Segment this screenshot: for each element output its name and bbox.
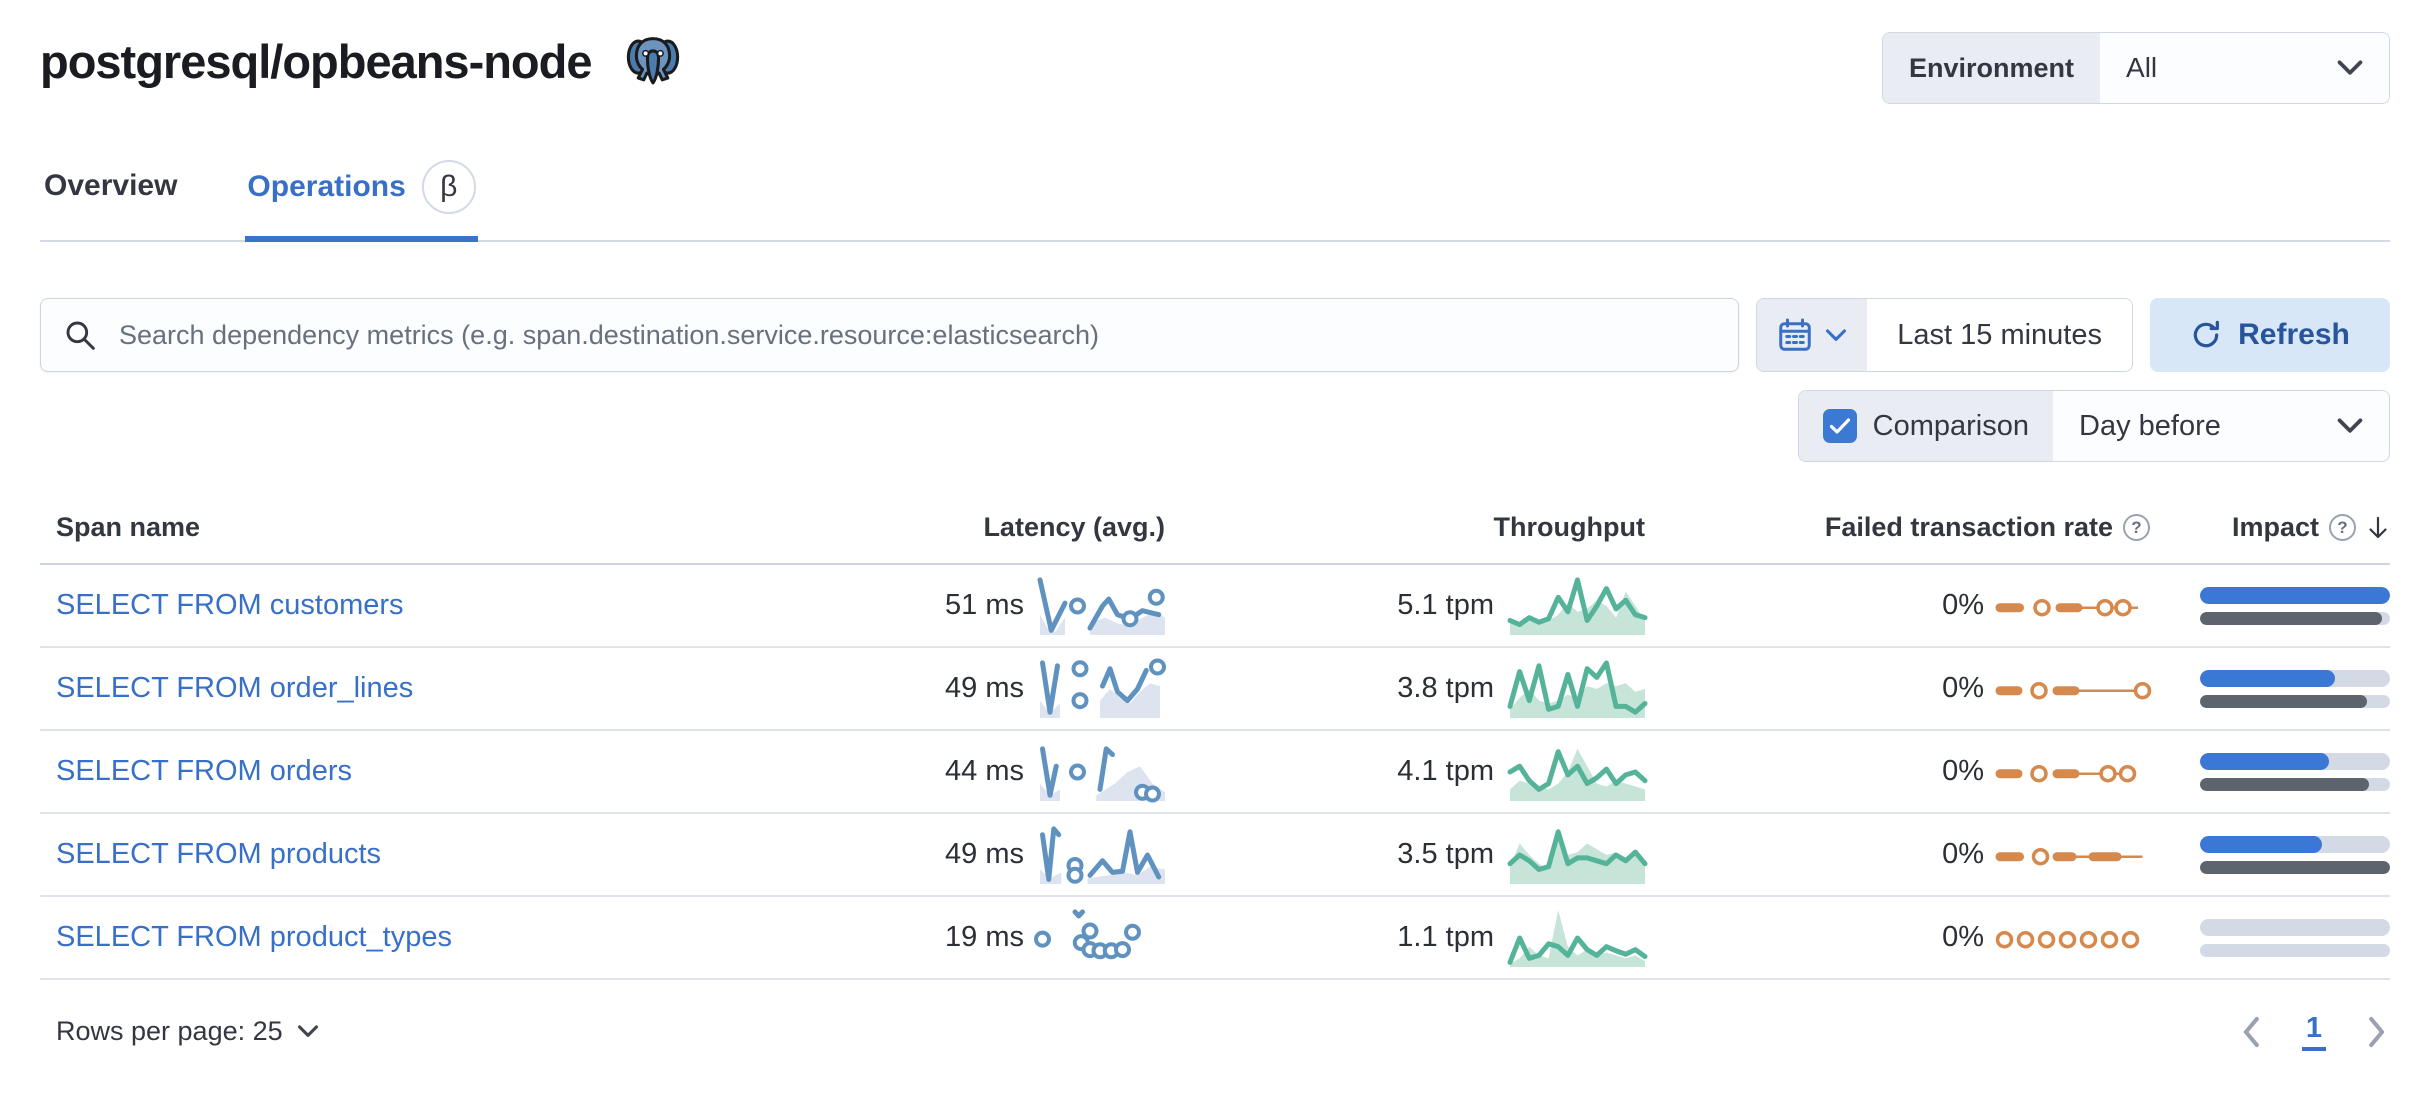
failed-rate-value: 0%	[1942, 672, 1984, 704]
throughput-value: 3.8 tpm	[1397, 672, 1494, 704]
latency-sparkline	[1037, 576, 1165, 635]
table-row: SELECT FROM customers 51 ms 5.1 tpm 0%	[40, 565, 2390, 648]
comparison-select[interactable]: Day before	[2053, 391, 2389, 461]
table-row: SELECT FROM product_types 19 ms 1.1 tpm …	[40, 897, 2390, 980]
throughput-sparkline	[1507, 576, 1648, 635]
search-icon	[64, 319, 96, 351]
comparison-checkbox[interactable]: Comparison	[1798, 391, 2053, 461]
operations-table: Span name Latency (avg.) Throughput Fail…	[40, 512, 2390, 980]
impact-current-bar	[2200, 835, 2322, 853]
latency-sparkline	[1040, 657, 1166, 718]
span-name-link[interactable]: SELECT FROM product_types	[56, 921, 452, 953]
refresh-icon	[2190, 319, 2222, 351]
pagination: 1	[2240, 1012, 2388, 1051]
table-footer: Rows per page: 25 1	[40, 1012, 2390, 1051]
failed-rate-sparkline	[1995, 921, 2150, 955]
latency-value: 19 ms	[945, 921, 1024, 953]
calendar-icon	[1777, 317, 1813, 353]
table-row: SELECT FROM orders 44 ms 4.1 tpm 0%	[40, 731, 2390, 814]
tab-bar: Overview Operations β	[40, 150, 2390, 242]
environment-value: All	[2126, 52, 2158, 83]
failed-rate-sparkline	[1995, 755, 2150, 789]
failed-rate-value: 0%	[1942, 921, 1984, 953]
column-latency[interactable]: Latency (avg.)	[983, 512, 1165, 542]
impact-previous-bar	[2200, 860, 2390, 874]
chevron-down-icon	[1825, 329, 1847, 342]
throughput-sparkline	[1507, 826, 1648, 884]
chevron-down-icon	[2337, 418, 2363, 434]
column-failed-rate[interactable]: Failed transaction rate ?	[1645, 512, 2150, 543]
span-name-link[interactable]: SELECT FROM products	[56, 838, 382, 870]
throughput-value: 5.1 tpm	[1397, 589, 1494, 621]
chevron-down-icon	[297, 1025, 319, 1038]
impact-bars	[2200, 752, 2390, 791]
table-header: Span name Latency (avg.) Throughput Fail…	[40, 512, 2390, 565]
latency-sparkline	[1040, 825, 1165, 884]
page-title: postgresql/opbeans-node	[40, 34, 592, 88]
throughput-sparkline	[1507, 743, 1648, 801]
column-impact[interactable]: Impact ?	[2150, 512, 2390, 543]
impact-current-bar	[2200, 752, 2330, 770]
comparison-row: Comparison Day before	[40, 390, 2390, 462]
rows-per-page-button[interactable]: Rows per page: 25	[56, 1016, 319, 1047]
tab-overview[interactable]: Overview	[44, 169, 178, 202]
sort-desc-icon	[2366, 515, 2390, 541]
impact-previous-bar	[2200, 694, 2368, 708]
column-throughput[interactable]: Throughput	[1493, 512, 1645, 542]
help-icon: ?	[2329, 514, 2356, 541]
page-number-1[interactable]: 1	[2301, 1012, 2326, 1051]
impact-bars	[2200, 835, 2390, 874]
previous-page-button[interactable]	[2240, 1016, 2262, 1048]
failed-rate-value: 0%	[1942, 589, 1984, 621]
time-range-button[interactable]: Last 15 minutes	[1867, 299, 2132, 371]
checkbox-checked-icon	[1822, 409, 1857, 443]
impact-previous-bar	[2200, 777, 2370, 791]
failed-rate-sparkline	[1995, 838, 2150, 872]
throughput-value: 3.5 tpm	[1397, 838, 1494, 870]
span-name-link[interactable]: SELECT FROM order_lines	[56, 672, 414, 704]
failed-rate-value: 0%	[1942, 838, 1984, 870]
help-icon: ?	[2123, 514, 2150, 541]
impact-bars	[2200, 586, 2390, 625]
latency-value: 49 ms	[945, 838, 1024, 870]
column-span-name: Span name	[56, 512, 201, 542]
span-name-link[interactable]: SELECT FROM orders	[56, 755, 352, 787]
impact-bars	[2200, 669, 2390, 708]
beta-badge: β	[421, 160, 476, 214]
table-body: SELECT FROM customers 51 ms 5.1 tpm 0% S…	[40, 565, 2390, 980]
latency-sparkline	[1034, 908, 1165, 967]
throughput-value: 1.1 tpm	[1397, 921, 1494, 953]
postgresql-icon	[622, 30, 684, 94]
refresh-button[interactable]: Refresh	[2150, 298, 2390, 372]
table-row: SELECT FROM products 49 ms 3.5 tpm 0%	[40, 814, 2390, 897]
failed-rate-value: 0%	[1942, 755, 1984, 787]
impact-current-bar	[2200, 586, 2390, 604]
toolbar: Last 15 minutes Refresh	[40, 298, 2390, 372]
chevron-down-icon	[2337, 60, 2363, 76]
comparison-label: Comparison	[1872, 409, 2029, 442]
latency-value: 44 ms	[945, 755, 1024, 787]
environment-label: Environment	[1883, 33, 2101, 103]
failed-rate-sparkline	[1995, 672, 2152, 706]
latency-value: 51 ms	[945, 589, 1024, 621]
tab-operations[interactable]: Operations β	[245, 150, 478, 242]
impact-bars	[2200, 918, 2390, 957]
impact-current-bar	[2200, 669, 2335, 687]
environment-select[interactable]: Environment All	[1882, 32, 2390, 104]
date-picker: Last 15 minutes	[1756, 298, 2133, 372]
failed-rate-sparkline	[1995, 589, 2150, 623]
throughput-value: 4.1 tpm	[1397, 755, 1494, 787]
throughput-sparkline	[1507, 659, 1648, 718]
impact-previous-bar	[2200, 611, 2383, 625]
search-input[interactable]	[40, 298, 1740, 372]
table-row: SELECT FROM order_lines 49 ms 3.8 tpm 0%	[40, 648, 2390, 731]
latency-value: 49 ms	[945, 672, 1024, 704]
date-quick-select-button[interactable]	[1757, 299, 1868, 371]
page-header: postgresql/opbeans-node Environment All	[40, 28, 2390, 104]
latency-sparkline	[1040, 743, 1165, 803]
span-name-link[interactable]: SELECT FROM customers	[56, 589, 404, 621]
throughput-sparkline	[1507, 909, 1648, 967]
next-page-button[interactable]	[2366, 1016, 2388, 1048]
